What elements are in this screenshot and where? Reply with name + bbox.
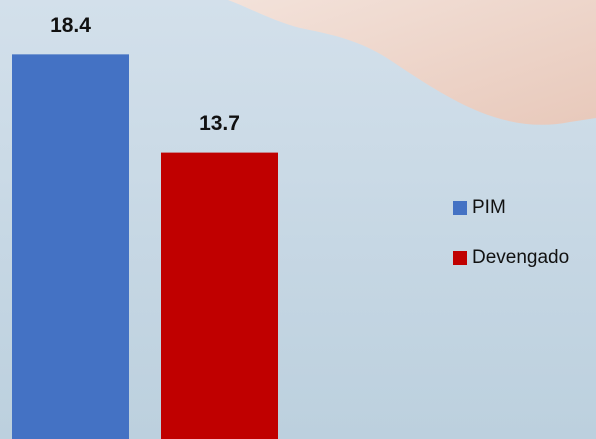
legend-swatch (453, 201, 467, 215)
map-decoration (228, 0, 596, 125)
legend-swatch (453, 251, 467, 265)
value-label: 13.7 (199, 112, 240, 135)
legend-label: PIM (472, 197, 506, 218)
bar (161, 152, 278, 439)
legend-label: Devengado (472, 247, 569, 268)
bar (12, 54, 129, 439)
value-label: 18.4 (50, 14, 91, 37)
